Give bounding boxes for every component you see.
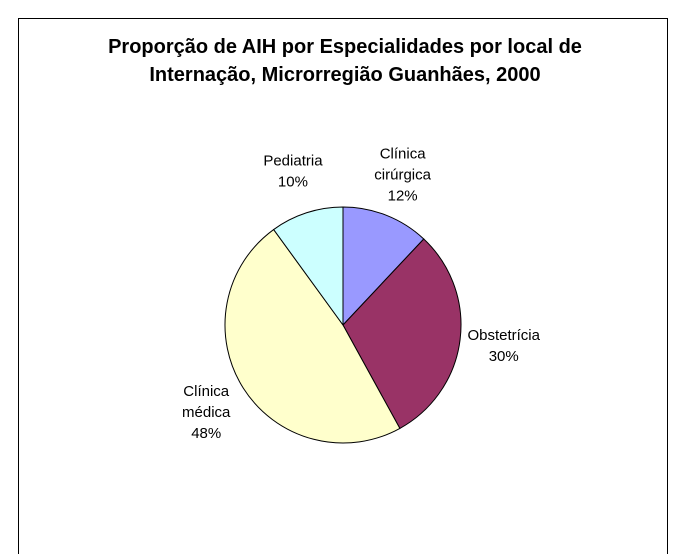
value-label: 10% [278,173,308,190]
category-label-line: Clínica [380,145,427,162]
category-label-line: Clínica [183,383,230,400]
pie-slice [342,238,462,430]
category-label: Obstetrícia [467,327,540,344]
slice-label: Obstetrícia 30% [467,327,540,365]
value-label: 48% [191,425,221,442]
pie-slice [272,206,344,327]
chart-frame [18,18,668,554]
value-label: 30% [489,348,519,365]
category-label-line: Obstetrícia [467,327,540,344]
chart-title: Proporção de AIH por Especialidades por … [108,36,582,86]
slice-label: Pediatria 10% [263,152,323,190]
pie-slice [342,206,425,327]
pie-slice [224,228,401,444]
category-label-line: Pediatria [263,152,323,169]
value-label: 12% [388,187,418,204]
category-label-line: médica [182,404,231,421]
slice-label: Clínica cirúrgica 12% [374,145,431,204]
slice-label: Clínica médica 48% [182,383,231,442]
category-label-line: cirúrgica [374,166,431,183]
category-label: Pediatria [263,152,323,169]
category-label: Clínica médica [182,383,231,421]
category-label: Clínica cirúrgica [374,145,431,183]
